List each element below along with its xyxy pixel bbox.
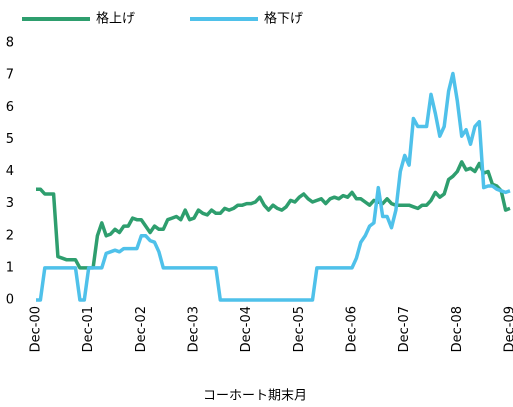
x-tick-label: Dec-05 [292,306,307,352]
x-tick-label: Dec-01 [81,306,96,352]
x-tick-label: Dec-07 [397,306,412,352]
x-tick-label: Dec-08 [450,306,465,352]
y-tick-label: 4 [6,164,14,179]
x-tick-label: Dec-06 [345,306,360,352]
x-tick-label: Dec-09 [503,306,513,352]
x-axis-title: コーホート期末月 [203,389,307,404]
y-tick-label: 7 [6,68,14,83]
y-tick-label: 8 [6,36,14,51]
y-tick-label: 6 [6,100,14,115]
y-tick-label: 5 [6,132,14,147]
y-tick-label: 0 [6,293,14,308]
y-tick-label: 3 [6,196,14,211]
x-tick-label: Dec-00 [29,306,44,352]
y-tick-label: 1 [6,260,14,275]
x-tick-label: Dec-04 [239,306,254,352]
line [36,160,511,270]
legend-label: 格上げ [96,11,135,27]
legend-label: 格下げ [264,11,303,27]
y-tick-label: 2 [6,228,14,243]
line [36,71,511,302]
x-tick-label: Dec-02 [134,306,149,352]
x-tick-label: Dec-03 [187,306,202,352]
